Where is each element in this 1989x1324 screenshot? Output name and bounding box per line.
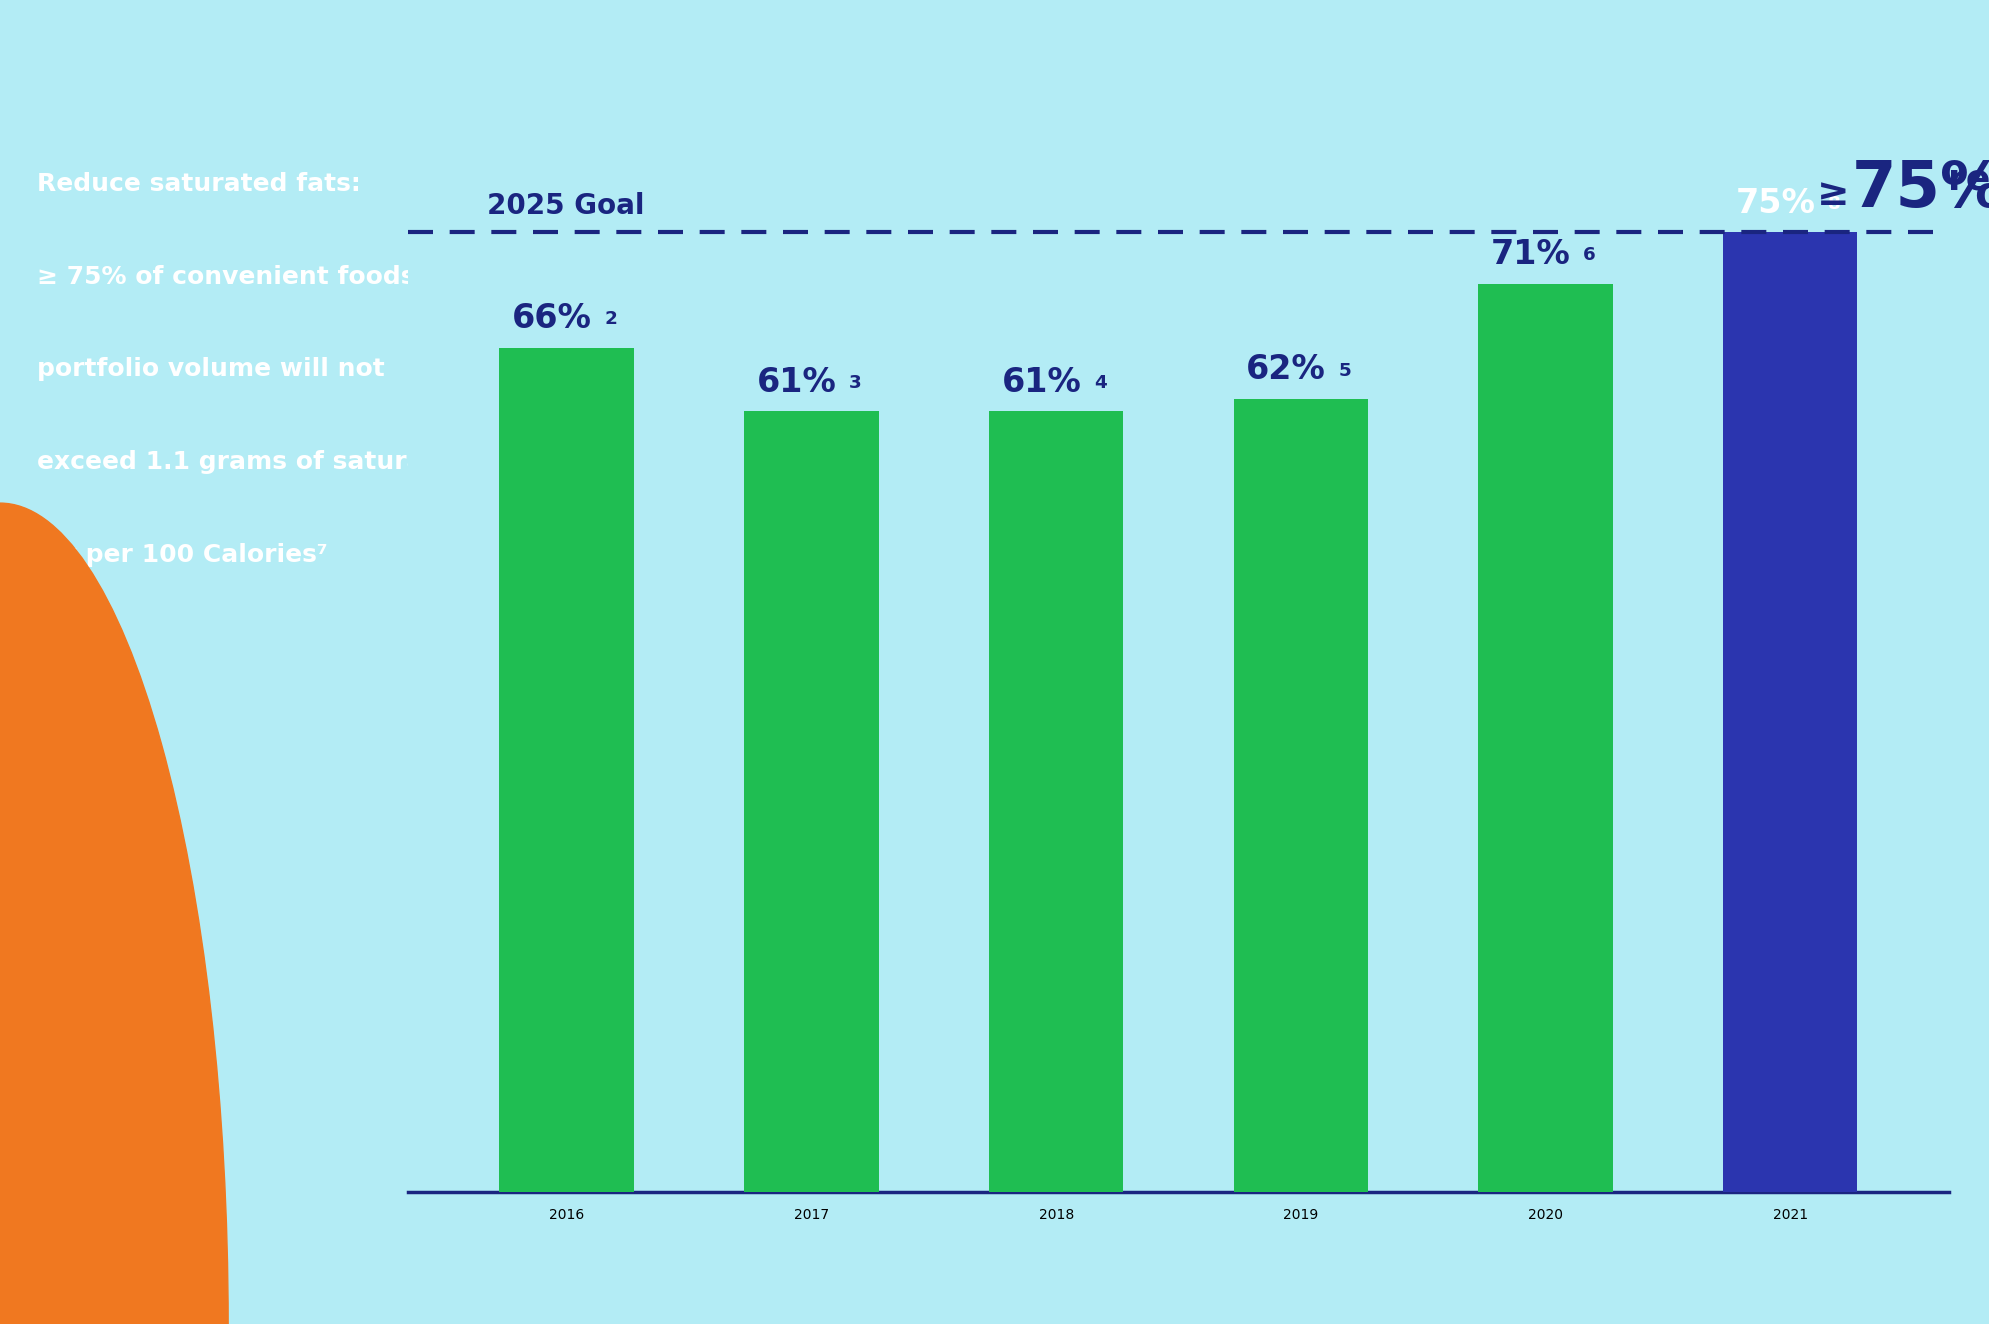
Text: fat per 100 Calories⁷: fat per 100 Calories⁷ [36,543,328,567]
Text: ≥: ≥ [1818,175,1858,213]
Wedge shape [0,503,229,1324]
Text: 2025 Goal: 2025 Goal [487,192,644,220]
Text: 2: 2 [605,310,617,328]
Text: 8: 8 [1828,195,1840,213]
Text: exceed 1.1 grams of saturated: exceed 1.1 grams of saturated [36,450,469,474]
Text: Reduce saturated fats:: Reduce saturated fats: [36,172,360,196]
Text: 71%: 71% [1492,238,1571,271]
Text: ≥ 75% of convenient foods: ≥ 75% of convenient foods [36,265,416,289]
Bar [1233,399,1368,1192]
Text: reduction: reduction [1947,163,1989,197]
Text: 3: 3 [849,375,861,392]
Bar [989,412,1124,1192]
Text: 5: 5 [1339,361,1351,380]
Bar [744,412,879,1192]
Text: portfolio volume will not: portfolio volume will not [36,357,384,381]
Text: 75%: 75% [1852,158,1989,220]
Bar [1722,233,1858,1192]
Text: 4: 4 [1094,375,1106,392]
Text: 62%: 62% [1247,354,1327,385]
Text: 61%: 61% [1002,365,1082,399]
Text: 75%: 75% [1736,187,1816,220]
Bar [1478,283,1613,1192]
Text: 6: 6 [1583,246,1595,265]
Text: 61%: 61% [758,365,837,399]
Bar [499,348,634,1192]
Text: 66%: 66% [513,302,593,335]
